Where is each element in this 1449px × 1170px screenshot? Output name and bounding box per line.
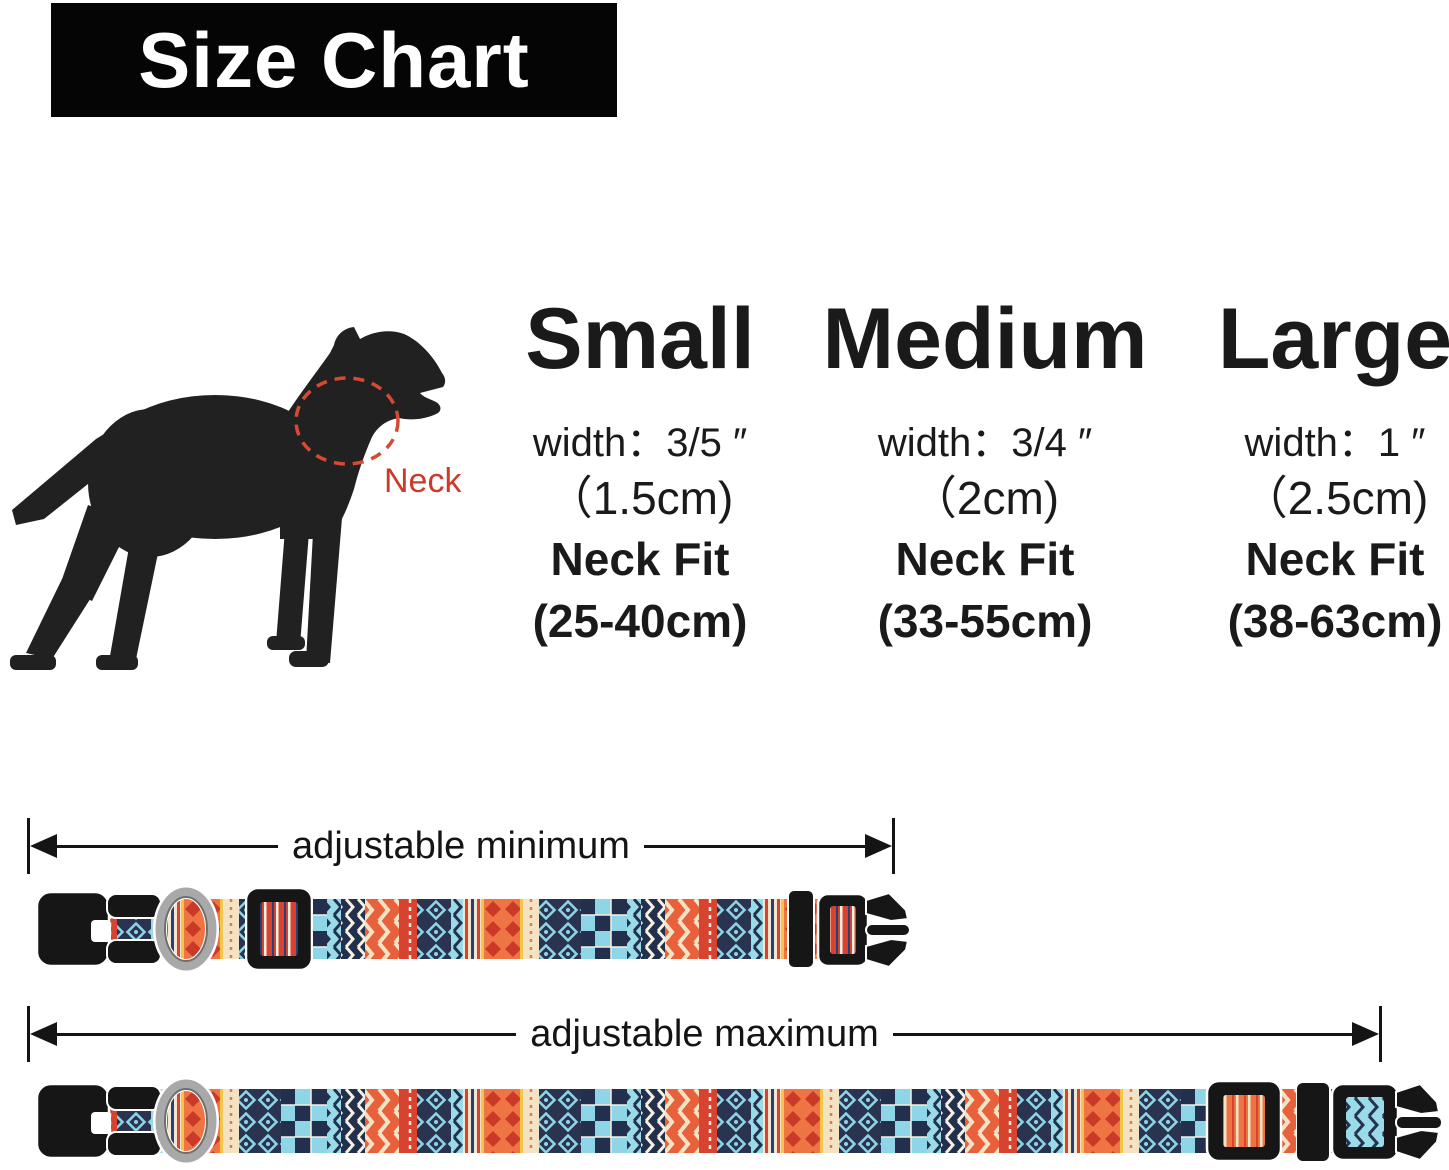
buckle-female — [35, 1082, 162, 1160]
size-width-cm: （1.5cm) — [546, 472, 734, 524]
buckle-female — [35, 890, 162, 968]
size-width: width：3/4 ″ — [877, 421, 1093, 465]
arrow-label: adjustable maximum — [530, 1012, 879, 1055]
size-fit-label: Neck Fit — [1245, 533, 1425, 585]
buckle-male — [787, 889, 911, 969]
size-fit-label: Neck Fit — [895, 533, 1075, 585]
arrow-line — [57, 1032, 517, 1036]
collar-strap — [103, 1089, 1335, 1153]
size-column-medium: Medium width：3/4 ″ （2cm) Neck Fit (33-55… — [815, 291, 1155, 647]
strap-keeper — [1296, 1081, 1331, 1163]
d-ring — [153, 1077, 219, 1165]
strap-keeper — [787, 889, 815, 969]
adjustable-maximum-arrow: adjustable maximum — [27, 1006, 1382, 1062]
arrow-end-bar — [27, 818, 30, 874]
size-name: Medium — [822, 291, 1148, 387]
collar-maximum — [25, 1077, 1445, 1165]
size-column-large: Large width：1 ″ （2.5cm) Neck Fit (38-63c… — [1165, 291, 1449, 647]
page-title: Size Chart — [138, 15, 530, 104]
size-name: Small — [525, 291, 755, 387]
adjustable-minimum-arrow: adjustable minimum — [27, 818, 895, 874]
buckle-male — [1296, 1081, 1443, 1163]
d-ring — [153, 885, 219, 973]
arrow-end-bar — [1379, 1006, 1382, 1062]
size-fit-range: (33-55cm) — [877, 595, 1093, 647]
size-fit-range: (25-40cm) — [532, 595, 748, 647]
arrowhead-left-icon — [30, 1022, 57, 1046]
arrow-end-bar — [27, 1006, 30, 1062]
size-fit-range: (38-63cm) — [1227, 595, 1443, 647]
arrow-end-bar — [892, 818, 895, 874]
slider-adjuster — [245, 887, 313, 971]
arrow-line — [892, 1032, 1353, 1036]
dog-silhouette — [10, 327, 446, 670]
arrow-label: adjustable minimum — [292, 824, 630, 867]
size-width-cm: （2.5cm) — [1241, 472, 1429, 524]
arrow-line — [643, 844, 866, 848]
arrowhead-right-icon — [1352, 1022, 1380, 1046]
size-width: width：3/5 ″ — [532, 421, 748, 465]
neck-measure-circle — [294, 376, 400, 466]
size-column-small: Small width：3/5 ″ （1.5cm) Neck Fit (25-4… — [470, 291, 810, 647]
slider-adjuster — [1205, 1079, 1283, 1163]
size-fit-label: Neck Fit — [550, 533, 730, 585]
collar-minimum — [25, 885, 911, 973]
arrowhead-left-icon — [30, 834, 57, 858]
size-name: Large — [1217, 291, 1449, 387]
dog-diagram — [8, 325, 460, 673]
title-banner: Size Chart — [51, 3, 617, 117]
arrowhead-right-icon — [865, 834, 893, 858]
dog-silhouette-graphic — [10, 327, 446, 670]
collar-strap — [103, 899, 863, 959]
arrow-line — [57, 844, 279, 848]
size-width: width：1 ″ — [1244, 421, 1426, 465]
neck-label: Neck — [384, 462, 462, 500]
size-width-cm: （2cm) — [910, 472, 1060, 524]
